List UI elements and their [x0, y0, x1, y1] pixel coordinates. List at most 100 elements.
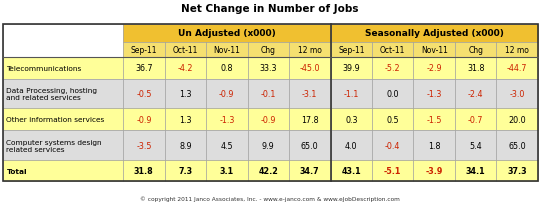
Bar	[413, 131, 455, 160]
Text: -5.2: -5.2	[385, 64, 400, 73]
Bar	[455, 131, 496, 160]
Text: Total: Total	[6, 168, 27, 174]
Text: 31.8: 31.8	[134, 166, 154, 175]
Bar	[3, 131, 123, 160]
Bar	[455, 57, 496, 79]
Text: Telecommunications: Telecommunications	[6, 65, 82, 71]
Bar	[289, 43, 330, 57]
Bar	[164, 160, 206, 181]
Bar	[496, 109, 538, 131]
Text: 12 mo: 12 mo	[505, 46, 529, 55]
Text: -2.4: -2.4	[468, 90, 483, 98]
Bar	[413, 43, 455, 57]
Bar	[206, 57, 247, 79]
Bar	[123, 79, 164, 109]
Bar	[123, 131, 164, 160]
Bar	[289, 57, 330, 79]
Text: -1.3: -1.3	[219, 115, 234, 124]
Bar	[206, 43, 247, 57]
Bar	[247, 57, 289, 79]
Text: 7.3: 7.3	[178, 166, 192, 175]
Bar	[3, 109, 123, 131]
Bar	[206, 160, 247, 181]
Bar	[372, 57, 413, 79]
Text: Un Adjusted (x000): Un Adjusted (x000)	[178, 29, 275, 38]
Text: 43.1: 43.1	[341, 166, 361, 175]
Text: 20.0: 20.0	[508, 115, 526, 124]
Text: 39.9: 39.9	[342, 64, 360, 73]
Bar	[3, 25, 538, 181]
Text: Sep-11: Sep-11	[338, 46, 364, 55]
Bar	[413, 79, 455, 109]
Bar	[206, 79, 247, 109]
Text: -0.7: -0.7	[468, 115, 483, 124]
Bar	[289, 109, 330, 131]
Bar	[455, 43, 496, 57]
Bar	[289, 131, 330, 160]
Bar	[206, 109, 247, 131]
Bar	[123, 57, 164, 79]
Bar	[413, 160, 455, 181]
Text: 34.1: 34.1	[466, 166, 486, 175]
Bar	[372, 109, 413, 131]
Text: 42.2: 42.2	[258, 166, 278, 175]
Text: Sep-11: Sep-11	[130, 46, 157, 55]
Bar	[164, 109, 206, 131]
Text: 65.0: 65.0	[508, 141, 526, 150]
Bar	[3, 79, 123, 109]
Bar	[372, 79, 413, 109]
Bar	[330, 25, 538, 43]
Bar	[164, 43, 206, 57]
Text: 31.8: 31.8	[467, 64, 485, 73]
Text: -0.4: -0.4	[385, 141, 400, 150]
Text: -45.0: -45.0	[300, 64, 320, 73]
Text: 1.8: 1.8	[428, 141, 440, 150]
Bar	[289, 160, 330, 181]
Text: -0.9: -0.9	[260, 115, 276, 124]
Text: © copyright 2011 Janco Associates, Inc. - www.e-janco.com & www.eJobDescription.: © copyright 2011 Janco Associates, Inc. …	[140, 195, 399, 201]
Bar	[123, 43, 164, 57]
Text: -1.5: -1.5	[426, 115, 442, 124]
Bar	[3, 25, 123, 57]
Text: 1.3: 1.3	[179, 90, 191, 98]
Text: Nov-11: Nov-11	[421, 46, 448, 55]
Text: 65.0: 65.0	[301, 141, 319, 150]
Text: -0.1: -0.1	[261, 90, 276, 98]
Bar	[247, 79, 289, 109]
Bar	[3, 57, 123, 79]
Text: -0.9: -0.9	[219, 90, 234, 98]
Bar	[455, 109, 496, 131]
Text: -0.9: -0.9	[136, 115, 151, 124]
Bar	[413, 57, 455, 79]
Text: -3.9: -3.9	[425, 166, 443, 175]
Bar	[164, 79, 206, 109]
Text: 0.8: 0.8	[220, 64, 233, 73]
Bar	[330, 43, 372, 57]
Text: Nov-11: Nov-11	[213, 46, 240, 55]
Text: 12 mo: 12 mo	[298, 46, 322, 55]
Text: 33.3: 33.3	[260, 64, 277, 73]
Text: -1.1: -1.1	[343, 90, 359, 98]
Bar	[247, 131, 289, 160]
Bar	[455, 79, 496, 109]
Text: -4.2: -4.2	[177, 64, 193, 73]
Text: 36.7: 36.7	[135, 64, 153, 73]
Text: -1.3: -1.3	[426, 90, 442, 98]
Bar	[372, 43, 413, 57]
Text: 3.1: 3.1	[220, 166, 234, 175]
Text: Data Processing, hosting
and related services: Data Processing, hosting and related ser…	[6, 88, 98, 101]
Text: Oct-11: Oct-11	[172, 46, 198, 55]
Text: Chg: Chg	[261, 46, 276, 55]
Bar	[496, 131, 538, 160]
Text: 4.5: 4.5	[220, 141, 233, 150]
Text: Other information services: Other information services	[6, 117, 105, 123]
Text: 8.9: 8.9	[179, 141, 192, 150]
Text: 37.3: 37.3	[507, 166, 527, 175]
Bar	[289, 79, 330, 109]
Text: Computer systems design
related services: Computer systems design related services	[6, 139, 102, 152]
Bar	[247, 160, 289, 181]
Bar	[496, 43, 538, 57]
Bar	[164, 131, 206, 160]
Text: 5.4: 5.4	[469, 141, 482, 150]
Bar	[372, 160, 413, 181]
